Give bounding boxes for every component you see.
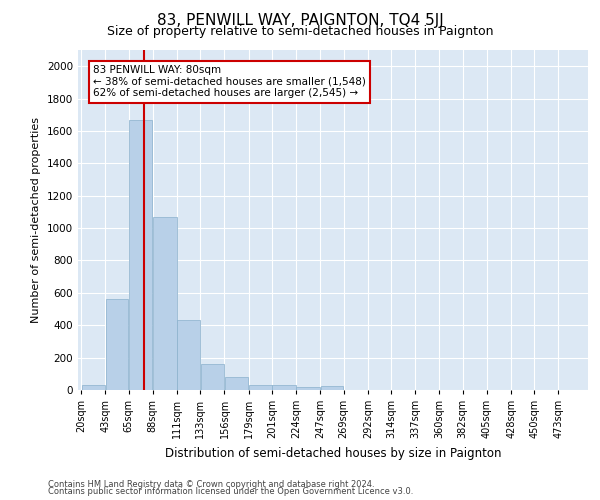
Bar bbox=[225, 377, 248, 390]
Bar bbox=[200, 364, 224, 390]
Y-axis label: Number of semi-detached properties: Number of semi-detached properties bbox=[31, 117, 41, 323]
Text: Contains HM Land Registry data © Crown copyright and database right 2024.: Contains HM Land Registry data © Crown c… bbox=[48, 480, 374, 489]
Text: 83 PENWILL WAY: 80sqm
← 38% of semi-detached houses are smaller (1,548)
62% of s: 83 PENWILL WAY: 80sqm ← 38% of semi-deta… bbox=[94, 66, 366, 98]
Bar bbox=[178, 320, 200, 390]
Text: Contains public sector information licensed under the Open Government Licence v3: Contains public sector information licen… bbox=[48, 487, 413, 496]
Text: Size of property relative to semi-detached houses in Paignton: Size of property relative to semi-detach… bbox=[107, 25, 493, 38]
Bar bbox=[296, 387, 320, 390]
Bar bbox=[321, 386, 343, 390]
Bar bbox=[106, 300, 128, 390]
Bar bbox=[272, 385, 296, 390]
Text: 83, PENWILL WAY, PAIGNTON, TQ4 5JJ: 83, PENWILL WAY, PAIGNTON, TQ4 5JJ bbox=[157, 12, 443, 28]
Bar bbox=[82, 385, 105, 390]
Bar bbox=[129, 120, 152, 390]
Bar bbox=[249, 385, 272, 390]
Bar bbox=[153, 217, 176, 390]
X-axis label: Distribution of semi-detached houses by size in Paignton: Distribution of semi-detached houses by … bbox=[165, 446, 501, 460]
